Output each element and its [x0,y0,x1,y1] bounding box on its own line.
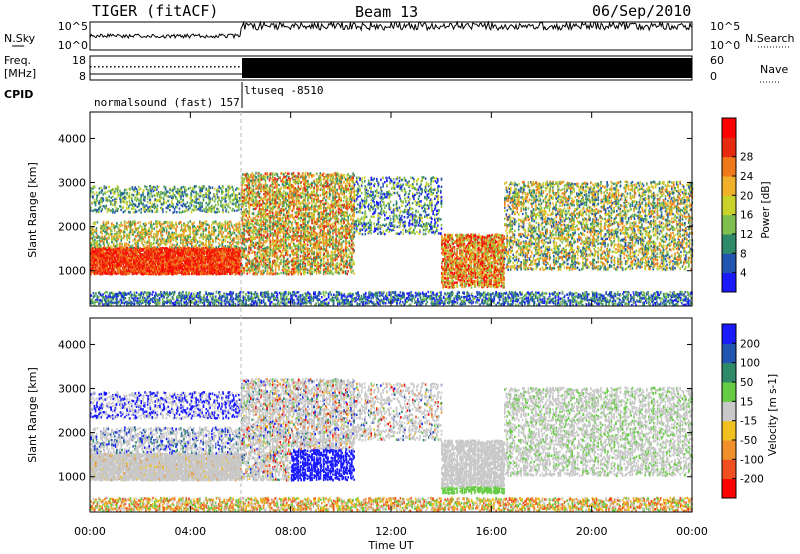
nave-dot [90,66,92,68]
nave-dot [106,66,108,68]
nave-dot [150,66,152,68]
nave-label: Nave [760,63,788,76]
nave-top-tick: 60 [710,54,724,67]
power-cell [109,255,111,257]
power-cell [95,262,97,264]
freq-label: Freq. [4,54,31,67]
freq-panel: Freq. [MHz] 18 8 60 0 Nave [4,54,788,83]
nave-dot [182,66,184,68]
nsearch-label: N.Search [745,32,795,45]
power-cell [97,268,99,270]
power-cell [95,259,97,261]
freq-dense-block [242,58,692,78]
power-cell [108,255,110,257]
power-cell [95,256,97,258]
power-heatmap [90,172,693,307]
noise-panel: N.Sky 10^5 10^0 10^5 10^0 N.Search [4,20,795,52]
freq-unit-label: [MHz] [4,67,36,80]
noise-bottom-tick: 10^0 [58,39,88,52]
nave-dot [190,66,192,68]
nave-dot [238,66,240,68]
power-cell [95,253,97,255]
nave-dot [174,66,176,68]
nave-dot [178,66,180,68]
nave-dot [206,66,208,68]
power-cell [95,273,97,275]
nave-dot [130,66,132,68]
nave-dot [170,66,172,68]
power-cell [109,248,111,250]
freq-bottom-tick: 8 [79,70,86,83]
nave-dot [222,66,224,68]
nave-dot [114,66,116,68]
power-cell [109,272,111,274]
noise-line [90,22,691,38]
rti-plot: TIGER (fitACF) Beam 13 06/Sep/2010 N.Sky… [0,0,800,554]
nave-dot [218,66,220,68]
power-cell [97,266,99,268]
power-cell [95,269,97,271]
nave-dot [94,66,96,68]
power-cell [97,251,99,253]
date-title: 06/Sep/2010 [592,2,691,20]
power-cell [95,265,97,267]
nave-dot [154,66,156,68]
power-cell [97,254,99,256]
nave-dot [198,66,200,68]
power-cell [108,271,110,273]
nave-dot [126,66,128,68]
nave-dot [230,66,232,68]
power-cell [108,252,110,254]
nave-dot [226,66,228,68]
noise-top-tick: 10^5 [58,20,88,33]
nave-bottom-tick: 0 [710,70,717,83]
nave-dot [110,66,112,68]
cpid-label: CPID [4,88,33,101]
nave-dot [234,66,236,68]
nave-dot [134,66,136,68]
power-cell [97,262,99,264]
nave-dot [186,66,188,68]
nave-dot [210,66,212,68]
nave-dot [98,66,100,68]
cpid-first: normalsound (fast) 157 [94,96,240,109]
nave-dot [138,66,140,68]
nave-dot [214,66,216,68]
power-cell [97,259,99,261]
nave-dot [166,66,168,68]
nave-dot [142,66,144,68]
power-cell [109,268,111,270]
noise-top-tick-right: 10^5 [710,20,740,33]
noise-bottom-tick-right: 10^0 [710,39,740,52]
power-cell [108,262,110,264]
freq-trace [90,58,692,78]
power-cell [109,264,111,266]
beam-title: Beam 13 [355,3,418,21]
nave-dot [146,66,148,68]
nave-dot [102,66,104,68]
nave-dot [202,66,204,68]
nave-dot [162,66,164,68]
nave-dot [158,66,160,68]
power-cell [109,252,111,254]
power-cell [108,268,110,270]
cpid-second: ltuseq -8510 [244,84,323,97]
nsky-label: N.Sky [4,32,36,45]
radar-title: TIGER (fitACF) [92,2,218,20]
freq-top-tick: 18 [72,54,86,67]
nave-dot [194,66,196,68]
nave-dot [118,66,120,68]
noise-trace [90,22,691,38]
nave-dot [122,66,124,68]
